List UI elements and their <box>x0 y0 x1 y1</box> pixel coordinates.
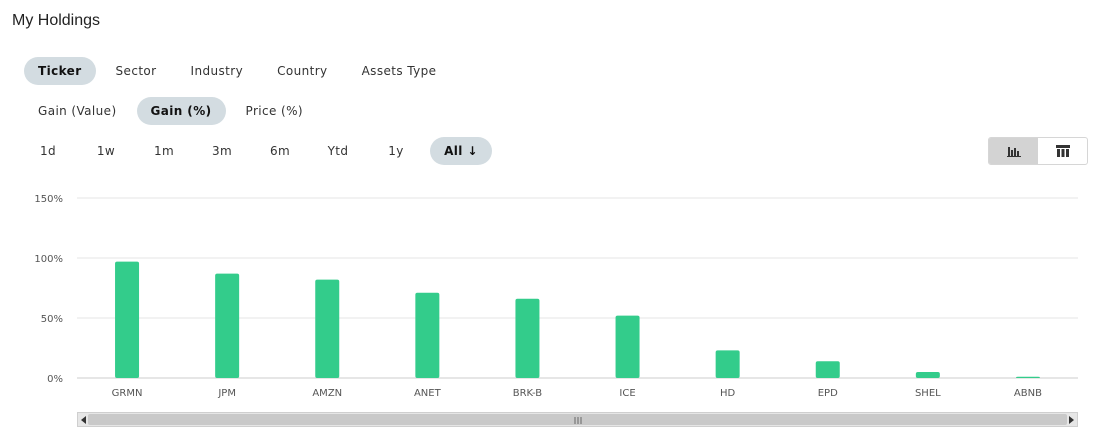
x-tick-label: BRK-B <box>513 388 543 399</box>
x-tick-label: AMZN <box>312 388 342 399</box>
period-ytd[interactable]: Ytd <box>327 144 349 158</box>
tab-assets-type[interactable]: Assets Type <box>361 64 437 78</box>
y-tick-label: 100% <box>34 254 63 265</box>
holdings-gain-chart: 0% 50% 100% 150% GRMN JPM AMZN ANET BRK-B ICE HD EP… <box>34 194 1078 399</box>
x-tick-label: ICE <box>619 388 635 399</box>
table-view-button[interactable] <box>1038 138 1087 164</box>
bar-epd <box>815 361 840 378</box>
bar-brk-b <box>515 298 540 378</box>
table-icon <box>1055 145 1070 157</box>
period-1d[interactable]: 1d <box>39 144 57 158</box>
y-tick-label: 150% <box>34 194 63 205</box>
scroll-right-icon[interactable] <box>1069 416 1074 424</box>
tab-price[interactable]: Price (%) <box>245 104 303 118</box>
x-tick-label: ANET <box>414 388 442 399</box>
x-tick-label: GRMN <box>112 388 143 399</box>
scroll-left-icon[interactable] <box>81 416 86 424</box>
bar-chart-icon <box>1006 147 1021 157</box>
page-title: My Holdings <box>12 12 101 29</box>
tab-sector[interactable]: Sector <box>115 64 157 78</box>
metric-tabs: Gain (Value) Gain (%) Price (%) <box>24 97 323 125</box>
tab-gain[interactable]: Gain (%) <box>136 97 226 125</box>
bar-hd <box>715 350 740 378</box>
tab-industry[interactable]: Industry <box>190 64 244 78</box>
bar-anet <box>415 292 440 378</box>
sort-down-arrow-icon: ↓ <box>462 144 478 158</box>
period-1w[interactable]: 1w <box>96 144 116 158</box>
bar-shel <box>915 372 940 378</box>
period-3m[interactable]: 3m <box>211 144 233 158</box>
x-tick-label: JPM <box>217 388 236 399</box>
x-tick-label: HD <box>720 388 736 399</box>
tab-ticker[interactable]: Ticker <box>24 57 96 85</box>
period-1m[interactable]: 1m <box>153 144 175 158</box>
bar-abnb <box>1015 376 1040 378</box>
period-6m[interactable]: 6m <box>269 144 291 158</box>
chart-horizontal-scrollbar[interactable] <box>77 412 1078 427</box>
group-by-tabs: Ticker Sector Industry Country Assets Type <box>24 57 456 85</box>
period-1y[interactable]: 1y <box>388 144 404 158</box>
tab-gain-value[interactable]: Gain (Value) <box>38 104 117 118</box>
grip-icon <box>574 417 581 424</box>
x-tick-label: ABNB <box>1014 388 1042 399</box>
y-tick-label: 0% <box>47 374 63 385</box>
bar-chart-view-button[interactable] <box>989 138 1038 164</box>
bar-jpm <box>215 273 240 378</box>
bar-ice <box>615 315 640 378</box>
period-tabs: 1d 1w 1m 3m 6m Ytd 1y All ↓ <box>24 137 502 165</box>
scroll-thumb[interactable] <box>88 414 1067 425</box>
y-tick-label: 50% <box>41 314 63 325</box>
tab-country[interactable]: Country <box>277 64 328 78</box>
x-tick-label: EPD <box>818 388 838 399</box>
bar-grmn <box>115 261 140 378</box>
bar-amzn <box>315 279 340 378</box>
view-toggle <box>988 137 1088 165</box>
period-all[interactable]: All ↓ <box>430 137 492 165</box>
x-tick-label: SHEL <box>915 388 941 399</box>
